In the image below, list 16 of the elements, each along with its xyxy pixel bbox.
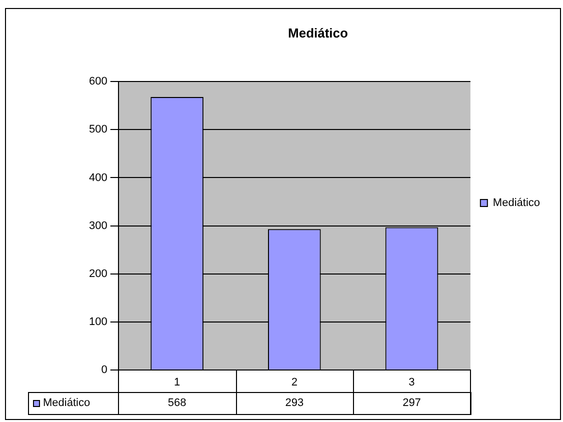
y-tick-label: 100 <box>88 316 108 328</box>
y-tick-label: 300 <box>88 220 108 232</box>
x-tick-label: 3 <box>408 376 415 389</box>
legend-label: Mediático <box>492 197 540 210</box>
data-label: 297 <box>402 397 421 410</box>
y-tick-label: 200 <box>88 268 108 280</box>
x-tick-label: 2 <box>291 376 298 389</box>
x-tick-label: 1 <box>174 376 180 389</box>
y-tick-label: 0 <box>101 364 108 376</box>
data-label: 293 <box>285 397 304 410</box>
data-label: 568 <box>168 397 186 410</box>
y-tick-label: 400 <box>88 172 108 184</box>
y-tick-label: 600 <box>88 76 108 88</box>
text: Mediático <box>43 397 90 410</box>
y-tick-label: 500 <box>88 124 108 136</box>
chart-title: Mediático <box>288 25 348 40</box>
